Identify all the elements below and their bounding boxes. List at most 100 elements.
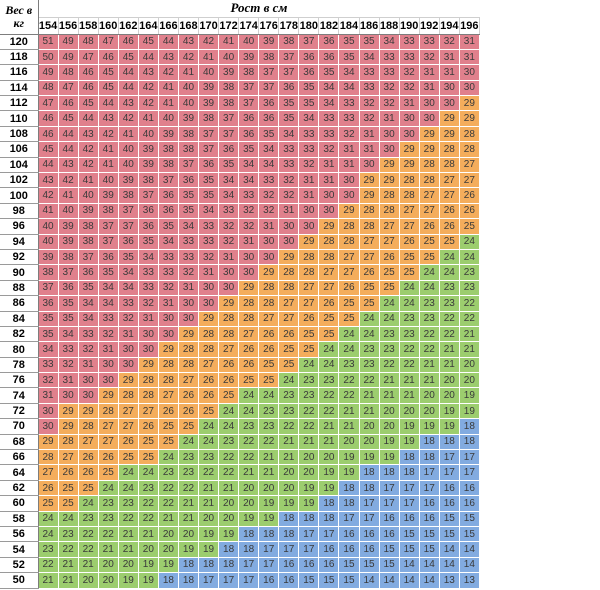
bmi-cell: 36 xyxy=(258,95,280,112)
bmi-cell: 16 xyxy=(358,525,380,543)
bmi-cell: 22 xyxy=(298,402,320,420)
bmi-cell: 18 xyxy=(378,464,400,481)
bmi-cell: 37 xyxy=(238,79,260,97)
bmi-cell: 16 xyxy=(338,541,360,558)
bmi-cell: 37 xyxy=(97,218,119,235)
bmi-cell: 32 xyxy=(258,187,280,204)
weight-tick-54: 54 xyxy=(0,541,39,558)
bmi-cell: 40 xyxy=(37,233,59,250)
bmi-cell: 23 xyxy=(298,387,320,404)
bmi-cell: 13 xyxy=(438,572,460,589)
bmi-cell: 35 xyxy=(157,218,179,235)
bmi-cell: 33 xyxy=(177,248,200,266)
bmi-cell: 20 xyxy=(458,356,480,374)
bmi-cell: 15 xyxy=(318,572,340,589)
weight-tick-72: 72 xyxy=(0,403,39,420)
bmi-cell: 30 xyxy=(378,141,400,158)
bmi-cell: 18 xyxy=(438,433,460,451)
bmi-cell: 17 xyxy=(278,541,300,558)
bmi-cell: 20 xyxy=(218,495,240,512)
bmi-cell: 34 xyxy=(338,79,360,97)
bmi-cell: 18 xyxy=(258,525,280,543)
bmi-cell: 38 xyxy=(97,202,119,220)
bmi-cell: 21 xyxy=(238,464,260,481)
bmi-cell: 21 xyxy=(117,541,139,558)
bmi-cell: 41 xyxy=(177,64,200,81)
bmi-cell: 24 xyxy=(137,464,159,481)
bmi-cell: 26 xyxy=(258,325,280,343)
bmi-cell: 34 xyxy=(378,33,400,50)
bmi-cell: 23 xyxy=(117,495,139,512)
bmi-cell: 20 xyxy=(438,372,460,389)
bmi-cell: 31 xyxy=(218,248,240,266)
bmi-cell: 20 xyxy=(238,479,260,497)
bmi-cell: 22 xyxy=(77,525,99,543)
bmi-cell: 30 xyxy=(298,218,320,235)
bmi-cell: 22 xyxy=(77,541,99,558)
bmi-cell: 25 xyxy=(137,449,159,466)
bmi-cell: 16 xyxy=(298,556,320,574)
bmi-cell: 24 xyxy=(398,279,420,297)
bmi-cell: 16 xyxy=(358,541,380,558)
bmi-cell: 38 xyxy=(157,141,179,158)
bmi-cell: 32 xyxy=(398,64,420,81)
bmi-cell: 49 xyxy=(37,64,59,81)
bmi-cell: 23 xyxy=(418,295,440,312)
bmi-cell: 37 xyxy=(57,264,79,281)
table-row: 110 46 45 44 43 42 41 40 39 38 37 36 36 35 34 33 33 32 31 3… xyxy=(0,110,480,127)
bmi-cell: 33 xyxy=(318,125,340,143)
bmi-cell: 18 xyxy=(278,510,300,528)
bmi-cell: 38 xyxy=(157,156,179,174)
bmi-cell: 33 xyxy=(338,95,360,112)
bmi-cell: 22 xyxy=(438,325,460,343)
bmi-cell: 28 xyxy=(438,141,460,158)
bmi-cell: 39 xyxy=(218,64,240,81)
bmi-cell: 27 xyxy=(378,218,400,235)
weight-tick-82: 82 xyxy=(0,326,39,343)
bmi-cell: 28 xyxy=(137,372,159,389)
bmi-cell: 32 xyxy=(238,218,260,235)
bmi-cell: 37 xyxy=(238,95,260,112)
bmi-cell: 31 xyxy=(358,141,380,158)
bmi-cell: 30 xyxy=(458,64,480,81)
bmi-cell: 23 xyxy=(398,325,420,343)
bmi-cell: 17 xyxy=(238,572,260,589)
height-tick-160: 160 xyxy=(98,17,119,35)
bmi-cell: 30 xyxy=(37,402,59,420)
table-row: 96 40 39 38 37 37 36 35 34 33 32 32 31 30 30 29 28 28 27 27… xyxy=(0,218,480,235)
bmi-cell: 33 xyxy=(298,141,320,158)
bmi-cell: 34 xyxy=(218,172,240,189)
bmi-cell: 31 xyxy=(197,264,220,281)
bmi-cell: 41 xyxy=(157,79,179,97)
table-row: 80 34 33 32 31 30 30 29 28 28 27 26 26 25 25 24 24 23 23 22… xyxy=(0,341,480,358)
bmi-cell: 21 xyxy=(258,464,280,481)
bmi-cell: 27 xyxy=(418,187,440,204)
bmi-cell: 24 xyxy=(197,433,220,451)
bmi-cell: 42 xyxy=(77,141,99,158)
bmi-cell: 34 xyxy=(137,248,159,266)
bmi-cell: 25 xyxy=(378,279,400,297)
bmi-cell: 29 xyxy=(157,341,179,358)
bmi-cell: 15 xyxy=(338,572,360,589)
bmi-cell: 40 xyxy=(137,125,159,143)
bmi-cell: 31 xyxy=(458,33,480,50)
bmi-cell: 29 xyxy=(418,125,440,143)
weight-tick-76: 76 xyxy=(0,372,39,389)
bmi-cell: 17 xyxy=(358,510,380,528)
bmi-cell: 24 xyxy=(378,295,400,312)
bmi-cell: 21 xyxy=(177,495,200,512)
bmi-cell: 26 xyxy=(238,341,260,358)
bmi-cell: 27 xyxy=(157,387,179,404)
table-row: 70 30 29 28 27 27 26 25 25 24 24 23 23 22 22 21 21 20 20 19… xyxy=(0,418,480,435)
bmi-cell: 25 xyxy=(117,449,139,466)
bmi-cell: 21 xyxy=(77,556,99,574)
bmi-cell: 34 xyxy=(318,95,340,112)
bmi-cell: 25 xyxy=(157,418,179,435)
bmi-cell: 21 xyxy=(117,525,139,543)
bmi-cell: 18 xyxy=(238,541,260,558)
bmi-cell: 42 xyxy=(57,172,79,189)
bmi-cell: 30 xyxy=(318,187,340,204)
bmi-cell: 28 xyxy=(318,233,340,250)
bmi-cell: 39 xyxy=(97,187,119,204)
bmi-cell: 21 xyxy=(258,449,280,466)
